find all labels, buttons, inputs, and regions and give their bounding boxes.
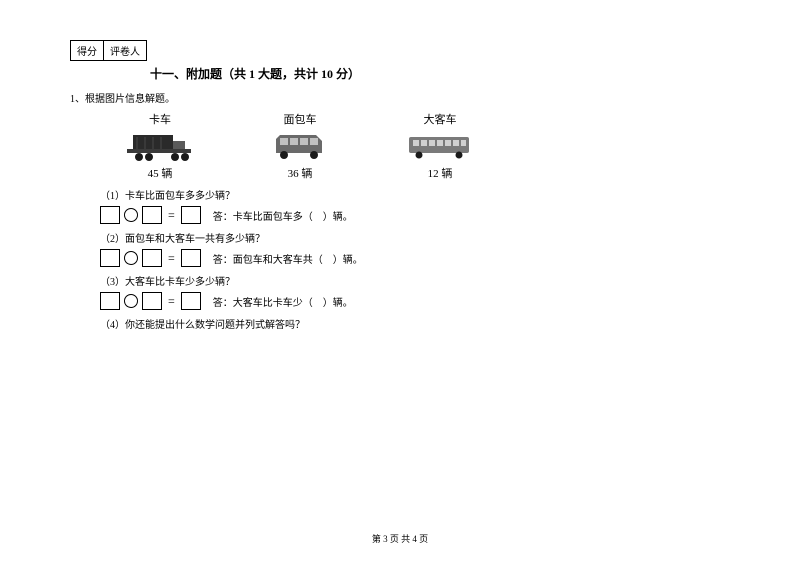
eq-circle (124, 208, 138, 222)
eq-box (100, 249, 120, 267)
truck-count: 45 辆 (148, 165, 173, 181)
vehicles-row: 卡车 45 辆 面包车 (110, 111, 730, 181)
sub-question-2: （2）面包车和大客车一共有多少辆？ (100, 230, 730, 245)
score-table: 得分 评卷人 (70, 40, 147, 61)
eq-circle (124, 294, 138, 308)
vehicle-truck-col: 卡车 45 辆 (110, 111, 210, 181)
sub-question-1: （1）卡车比面包车多多少辆？ (100, 187, 730, 202)
truck-icon (125, 131, 195, 163)
eq-box (142, 292, 162, 310)
eq-box (100, 206, 120, 224)
section-title: 十一、附加题（共 1 大题，共计 10 分） (150, 65, 730, 82)
vehicle-van-col: 面包车 36 辆 (250, 111, 350, 181)
bus-count: 12 辆 (428, 165, 453, 181)
eq-equals: = (166, 251, 177, 266)
sub-question-3: （3）大客车比卡车少多少辆？ (100, 273, 730, 288)
van-label: 面包车 (284, 111, 317, 127)
equation-row-1: = 答：卡车比面包车多（ ）辆。 (100, 206, 730, 224)
eq-box (181, 206, 201, 224)
bus-icon (405, 131, 475, 163)
answer-text-1: 答：卡车比面包车多（ ）辆。 (213, 208, 353, 223)
eq-box (142, 206, 162, 224)
truck-label: 卡车 (149, 111, 171, 127)
score-col-1: 得分 (71, 41, 104, 60)
bus-label: 大客车 (424, 111, 457, 127)
van-count: 36 辆 (288, 165, 313, 181)
answer-text-3: 答：大客车比卡车少（ ）辆。 (213, 294, 353, 309)
eq-box (181, 249, 201, 267)
eq-circle (124, 251, 138, 265)
score-col-2: 评卷人 (104, 41, 146, 60)
eq-box (181, 292, 201, 310)
question-intro: 1、根据图片信息解题。 (70, 90, 730, 105)
equation-row-3: = 答：大客车比卡车少（ ）辆。 (100, 292, 730, 310)
answer-text-2: 答：面包车和大客车共（ ）辆。 (213, 251, 363, 266)
vehicle-bus-col: 大客车 12 辆 (390, 111, 490, 181)
van-icon (265, 131, 335, 163)
eq-box (100, 292, 120, 310)
eq-equals: = (166, 294, 177, 309)
page-footer: 第 3 页 共 4 页 (0, 532, 800, 545)
sub-question-4: （4）你还能提出什么数学问题并列式解答吗？ (100, 316, 730, 331)
eq-box (142, 249, 162, 267)
equation-row-2: = 答：面包车和大客车共（ ）辆。 (100, 249, 730, 267)
eq-equals: = (166, 208, 177, 223)
